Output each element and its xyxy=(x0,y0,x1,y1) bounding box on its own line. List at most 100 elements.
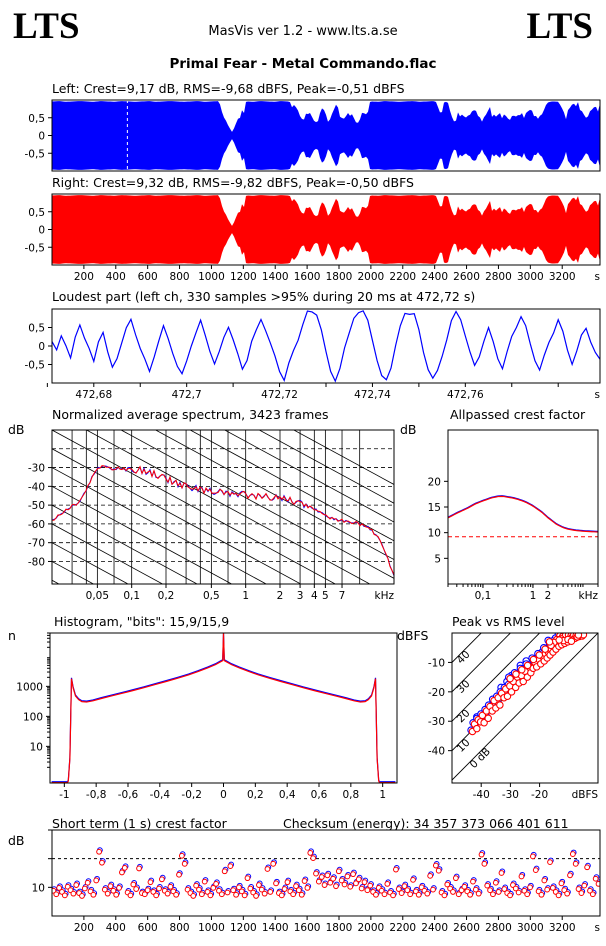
crest-diagonal-label: 40 xyxy=(455,649,473,667)
short-term-crest-plot: 200 400 600 800 1000 1200 1400 1600 1800 2000 2200… xyxy=(0,812,606,946)
y-tick-label: 0,5 xyxy=(28,323,45,335)
loudest-canvas: 472,68 472,7 472,72 472,74 472,76 s 0,5 0 -0,5 xyxy=(25,308,601,401)
x-tick-label: 1 xyxy=(242,590,249,602)
y-tick-label: 0 xyxy=(38,225,45,237)
histogram-ylabel: n xyxy=(8,628,16,643)
x-axis-unit: s xyxy=(595,271,600,283)
y-tick-label: -20 xyxy=(428,687,445,699)
wave-right-canvas: 200 400 600 800 1000 1200 1400 1600 1800 2000 2200… xyxy=(25,193,601,283)
histogram-canvas: -1 -0,8 -0,6 -0,4 -0,2 0 0,2 0,4 0,6 0,8 1 1000 100 1… xyxy=(16,632,398,801)
x-tick-label: 7 xyxy=(339,590,346,602)
x-tick-label: 600 xyxy=(138,271,158,283)
x-tick-label: 472,7 xyxy=(172,389,202,401)
x-tick-label: 472,76 xyxy=(447,389,484,401)
histogram-frame xyxy=(49,632,398,784)
y-tick-label: 15 xyxy=(428,502,441,514)
x-tick-label: 2 xyxy=(277,590,284,602)
y-tick-label: -10 xyxy=(428,657,445,669)
x-tick-label: 0 xyxy=(220,789,227,801)
x-tick-label: 1400 xyxy=(262,922,289,934)
x-tick-label: 3 xyxy=(297,590,304,602)
checksum-label: Checksum (energy): 34 357 373 066 401 61… xyxy=(283,816,569,831)
histogram-right-series xyxy=(51,633,396,783)
x-tick-label: 1200 xyxy=(230,271,257,283)
x-tick-label: 2800 xyxy=(485,271,512,283)
x-tick-label: -30 xyxy=(502,789,519,801)
x-tick-label: 1400 xyxy=(262,271,289,283)
x-tick-label: 3000 xyxy=(517,922,544,934)
x-tick-label: 0,1 xyxy=(123,590,140,602)
x-tick-label: 1600 xyxy=(294,271,321,283)
waveform-left-plot: 0,5 0 -0,5 xyxy=(0,96,606,182)
x-tick-label: 3200 xyxy=(549,922,576,934)
wave-right-envelope xyxy=(52,195,600,264)
x-tick-label: 1000 xyxy=(198,922,225,934)
x-tick-label: 5 xyxy=(322,590,329,602)
x-tick-label: 1 xyxy=(530,590,537,602)
x-tick-label: 600 xyxy=(138,922,158,934)
allpassed-title: Allpassed crest factor xyxy=(450,407,586,422)
spectrum-ylabel: dB xyxy=(8,422,25,437)
x-tick-label: 1800 xyxy=(326,922,353,934)
x-tick-label: 472,74 xyxy=(354,389,391,401)
spectrum-right-series xyxy=(52,465,394,576)
y-tick-label: -40 xyxy=(28,481,45,493)
x-axis-unit: kHz xyxy=(375,590,395,602)
loudest-part-plot: 472,68 472,7 472,72 472,74 472,76 s 0,5 0 -0,5 xyxy=(0,304,606,408)
x-tick-label: 200 xyxy=(74,922,94,934)
x-tick-label: 1800 xyxy=(326,271,353,283)
x-tick-label: 0,6 xyxy=(311,789,328,801)
loudest-waveform-line xyxy=(52,310,600,383)
x-tick-label: 400 xyxy=(106,271,126,283)
spectrum-canvas: 0,05 0,1 0,2 0,5 1 2 3 4 5 7 kHz -30 -40 -50 -60 -70 -80 xyxy=(28,429,395,602)
x-tick-label: 800 xyxy=(170,922,190,934)
y-tick-label: 10 xyxy=(428,528,441,540)
crest-diagonal-label: 0 dB xyxy=(468,746,493,771)
x-tick-label: 2000 xyxy=(358,271,385,283)
x-axis-unit: dBFS xyxy=(572,789,599,801)
x-tick-label: -40 xyxy=(473,789,490,801)
x-tick-label: 2600 xyxy=(453,271,480,283)
x-tick-label: 472,72 xyxy=(261,389,298,401)
y-tick-label: -70 xyxy=(28,538,45,550)
y-tick-label: 100 xyxy=(23,711,43,723)
crest-diagonal-label: 30 xyxy=(455,678,473,696)
x-tick-label: -1 xyxy=(59,789,69,801)
x-tick-label: 1600 xyxy=(294,922,321,934)
track-title: Primal Fear - Metal Commando.flac xyxy=(169,56,437,72)
x-tick-label: 800 xyxy=(170,271,190,283)
y-tick-label: 5 xyxy=(434,553,441,565)
x-tick-label: 0,2 xyxy=(158,590,175,602)
y-tick-label: 0,5 xyxy=(28,113,45,125)
y-tick-label: 0 xyxy=(38,131,45,143)
x-tick-label: -0,2 xyxy=(181,789,202,801)
waveform-right-plot: 200 400 600 800 1000 1200 1400 1600 1800 2000 2200… xyxy=(0,190,606,292)
y-tick-label: 0,5 xyxy=(28,207,45,219)
allpassed-right-series xyxy=(448,495,598,533)
x-tick-label: -0,4 xyxy=(150,789,171,801)
x-axis-unit: s xyxy=(595,922,600,934)
y-tick-label: -30 xyxy=(428,716,445,728)
x-tick-label: 1200 xyxy=(230,922,257,934)
x-tick-label: 0,4 xyxy=(279,789,296,801)
allpassed-crest-plot: 0,1 1 2 kHz 20 15 10 5 xyxy=(398,424,606,612)
allpassed-ylabel: dB xyxy=(400,422,417,437)
app-version-info: MasVis ver 1.2 - www.lts.a.se xyxy=(208,24,398,39)
x-tick-label: -0,8 xyxy=(86,789,107,801)
x-tick-label: 2000 xyxy=(358,922,385,934)
y-tick-label: -0,5 xyxy=(25,360,46,372)
spectrum-frame xyxy=(51,429,395,585)
histogram-left-series xyxy=(51,633,396,783)
peak-vs-rms-title: Peak vs RMS level xyxy=(452,614,565,629)
histogram-plot: -1 -0,8 -0,6 -0,4 -0,2 0 0,2 0,4 0,6 0,8 1 1000 100 1… xyxy=(0,612,404,812)
y-tick-label: -0,5 xyxy=(25,148,46,160)
y-tick-label: 1000 xyxy=(16,681,43,693)
x-tick-label: 2800 xyxy=(485,922,512,934)
x-axis-unit: kHz xyxy=(579,590,599,602)
x-tick-label: 0,8 xyxy=(342,789,359,801)
y-tick-label: -40 xyxy=(428,746,445,758)
x-tick-label: 1000 xyxy=(198,271,225,283)
histogram-title: Histogram, "bits": 15,9/15,9 xyxy=(54,614,230,629)
x-tick-label: 3200 xyxy=(549,271,576,283)
wave-left-canvas: 0,5 0 -0,5 xyxy=(25,99,601,172)
